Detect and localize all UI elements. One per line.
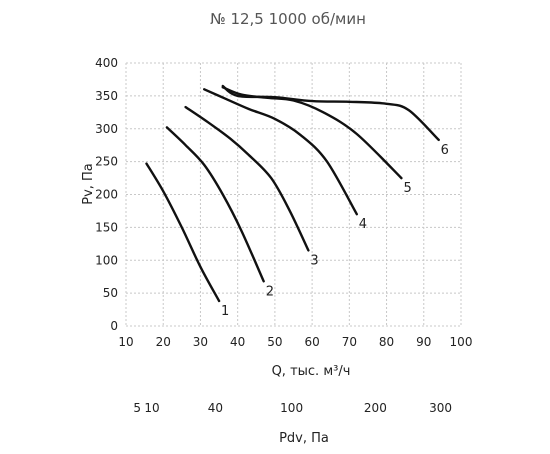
x-tick-label: 80	[379, 335, 394, 349]
curve-3	[184, 105, 310, 252]
curve-4	[203, 88, 358, 216]
x-tick-label: 100	[450, 335, 473, 349]
x-tick-label: 50	[267, 335, 282, 349]
x-tick-labels: 10 20 30 40 50 60 70 80 90 100	[118, 335, 472, 349]
curve-label-5: 5	[403, 181, 411, 196]
x-tick-label: 30	[193, 335, 208, 349]
y-tick-label: 400	[95, 56, 118, 70]
curve-label-6: 6	[441, 143, 449, 158]
y-tick-label: 350	[95, 89, 118, 103]
x-tick-label: 10	[118, 335, 133, 349]
curve-label-1: 1	[221, 304, 229, 319]
y-tick-labels: 0 50 100 150 200 250 300 350 400	[95, 56, 118, 333]
y-tick-label: 200	[95, 188, 118, 202]
curve-label-2: 2	[266, 284, 274, 299]
y-tick-label: 100	[95, 253, 118, 267]
x-tick-label: 90	[416, 335, 431, 349]
pdv-tick-label: 5	[133, 401, 141, 415]
x-axis-label: Q, тыс. м³/ч	[272, 364, 351, 379]
curve-5	[221, 86, 403, 180]
curve-labels: 1 2 3 4 5 6	[221, 143, 449, 319]
curve-label-4: 4	[359, 217, 367, 232]
y-axis-label: Pv, Па	[81, 163, 96, 205]
curve-6	[221, 84, 440, 142]
x-tick-label: 40	[230, 335, 245, 349]
pdv-axis: 5 10 40 100 200 300	[133, 401, 452, 415]
curve-1	[145, 162, 221, 303]
chart-title: № 12,5 1000 об/мин	[210, 10, 366, 28]
pdv-tick-label: 40	[208, 401, 223, 415]
curve-2	[165, 126, 265, 283]
pdv-tick-label: 300	[429, 401, 452, 415]
curve-label-3: 3	[310, 253, 318, 268]
y-tick-label: 250	[95, 155, 118, 169]
x-tick-label: 60	[304, 335, 319, 349]
y-tick-label: 0	[110, 319, 118, 333]
x-tick-label: 70	[342, 335, 357, 349]
pdv-tick-label: 10	[144, 401, 159, 415]
y-tick-label: 50	[103, 286, 118, 300]
pdv-tick-label: 200	[364, 401, 387, 415]
pdv-tick-label: 100	[280, 401, 303, 415]
y-tick-label: 300	[95, 122, 118, 136]
x-tick-label: 20	[156, 335, 171, 349]
pdv-axis-label: Pdv, Па	[279, 431, 329, 446]
y-tick-label: 150	[95, 220, 118, 234]
curves	[145, 84, 440, 303]
